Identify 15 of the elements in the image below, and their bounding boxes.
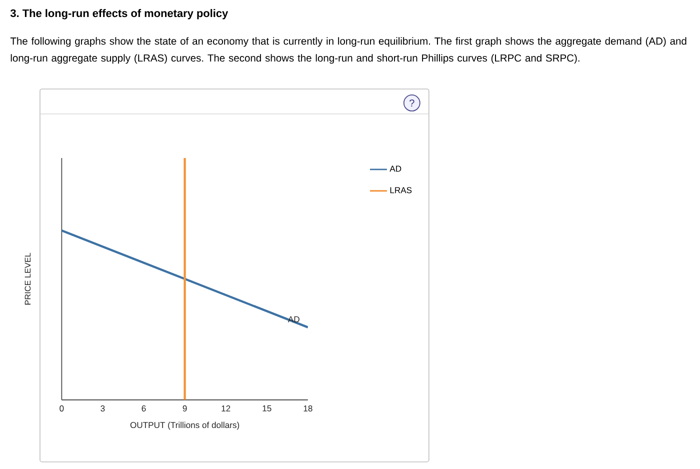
x-tick-label: 18 [304,405,312,412]
legend-label: LRAS [390,187,412,194]
x-tick-label: 12 [222,405,230,412]
text: ? [410,100,414,107]
x-tick-label: 3 [100,405,105,412]
text: AD [288,316,300,322]
x-tick-label: 15 [262,405,272,412]
chart-title: 3. The long-run effects of monetary policy [10,9,228,20]
x-axis-title: OUTPUT (Trillions of dollars) [130,422,240,430]
x-tick-label: 9 [182,405,187,412]
x-tick-label: 0 [60,405,64,412]
x-tick-label: 6 [142,405,146,412]
legend-label: AD [390,166,402,172]
y-axis-title: PRICE LEVEL [24,252,31,305]
text: The following graphs show the state of an economy that is currently in long-run equilibrium. The first graph shows the aggregate demand (AD) and long-run aggregate supply (LRAS) curves. The second shows the long-run and short-run Phillips curves (LRPC and SRPC). [10,37,686,64]
